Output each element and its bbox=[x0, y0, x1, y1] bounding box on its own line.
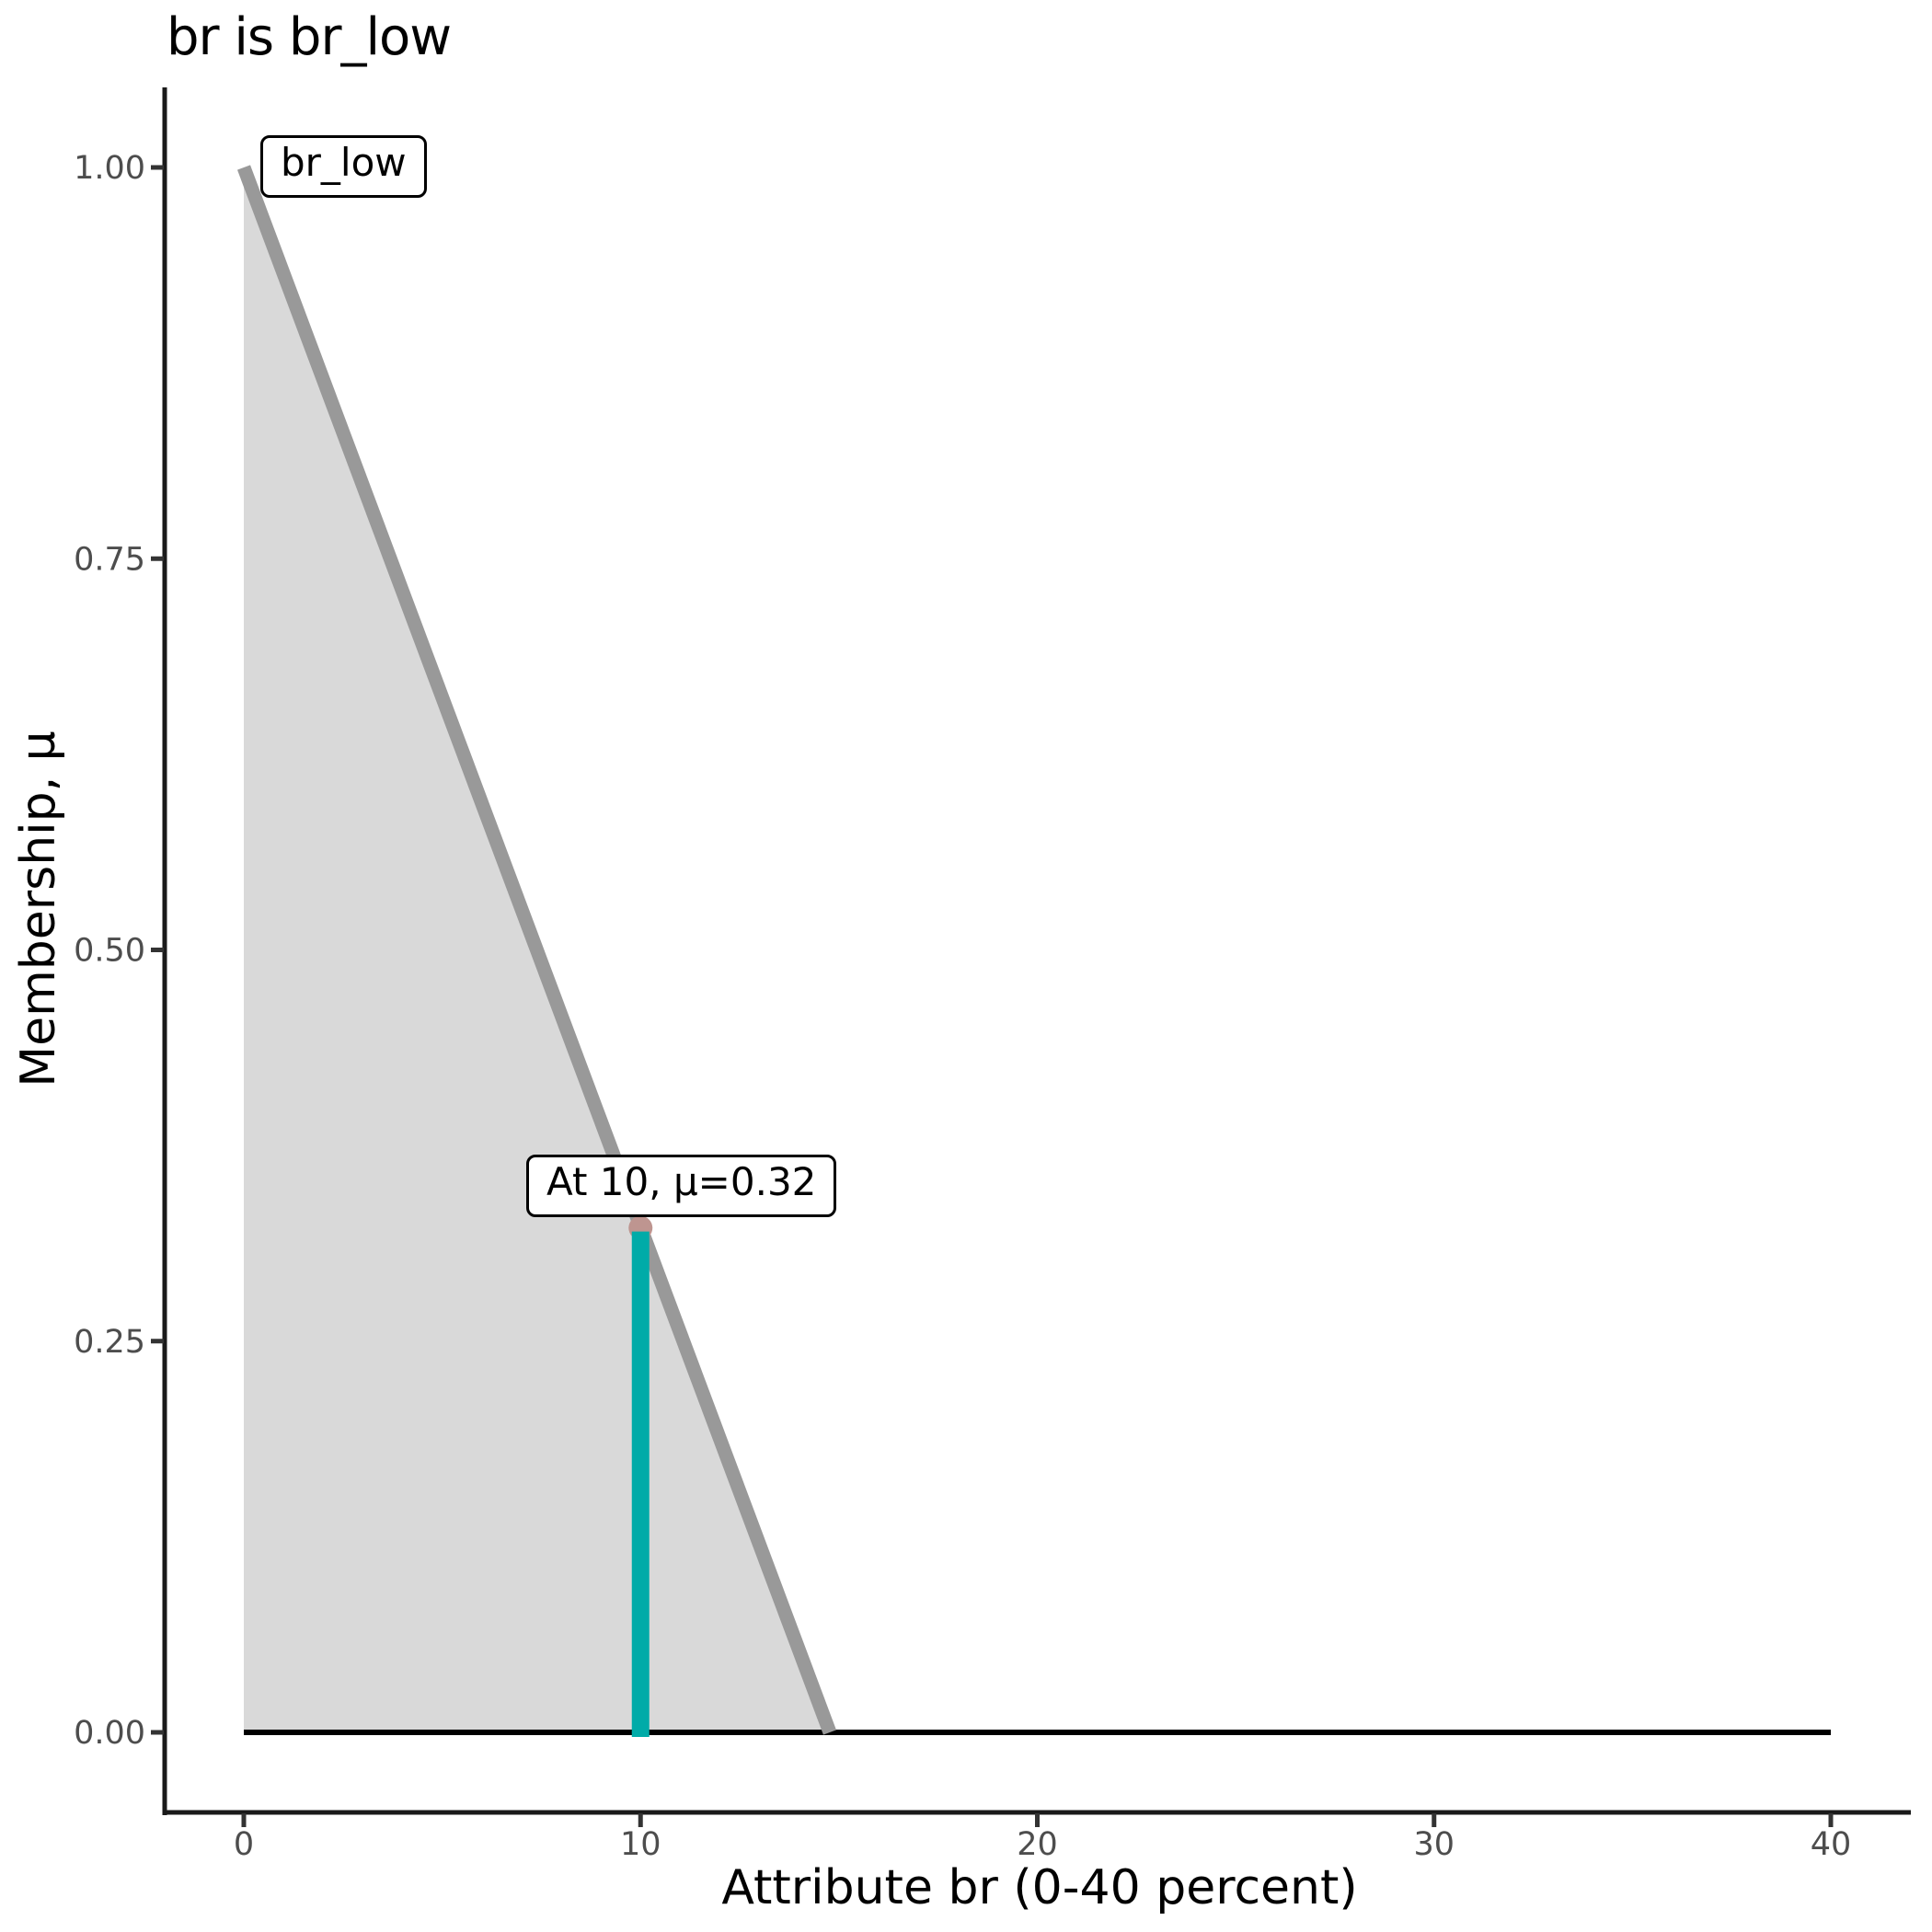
eval-label-box: At 10, μ=0.32 bbox=[526, 1155, 837, 1217]
x-tick-marks bbox=[241, 1813, 1834, 1827]
eval-label-text: At 10, μ=0.32 bbox=[546, 1159, 817, 1204]
x-tick-label: 40 bbox=[1811, 1826, 1852, 1863]
x-tick-label: 30 bbox=[1413, 1826, 1455, 1863]
set-label-box: br_low bbox=[260, 135, 427, 198]
y-tick-label: 0.75 bbox=[74, 541, 145, 578]
x-axis-title: Attribute br (0-40 percent) bbox=[721, 1860, 1358, 1915]
membership-area bbox=[244, 167, 1831, 1732]
y-tick-marks bbox=[151, 165, 164, 1735]
y-tick-label: 0.50 bbox=[74, 933, 145, 970]
x-tick-label: 20 bbox=[1017, 1826, 1058, 1863]
y-tick-label: 1.00 bbox=[74, 150, 145, 187]
y-tick-label: 0.00 bbox=[74, 1715, 145, 1752]
membership-line bbox=[236, 165, 836, 1735]
chart-title: br is br_low bbox=[167, 7, 452, 67]
x-tick-label: 0 bbox=[234, 1826, 254, 1863]
x-tick-label: 10 bbox=[620, 1826, 661, 1863]
y-axis-title: Membership, μ bbox=[11, 730, 66, 1087]
y-tick-label: 0.25 bbox=[74, 1324, 145, 1361]
set-label-text: br_low bbox=[281, 140, 407, 185]
y-tick-labels: 0.00 0.25 0.50 0.75 1.00 bbox=[74, 150, 145, 1752]
x-tick-labels: 0 10 20 30 40 bbox=[234, 1826, 1851, 1863]
